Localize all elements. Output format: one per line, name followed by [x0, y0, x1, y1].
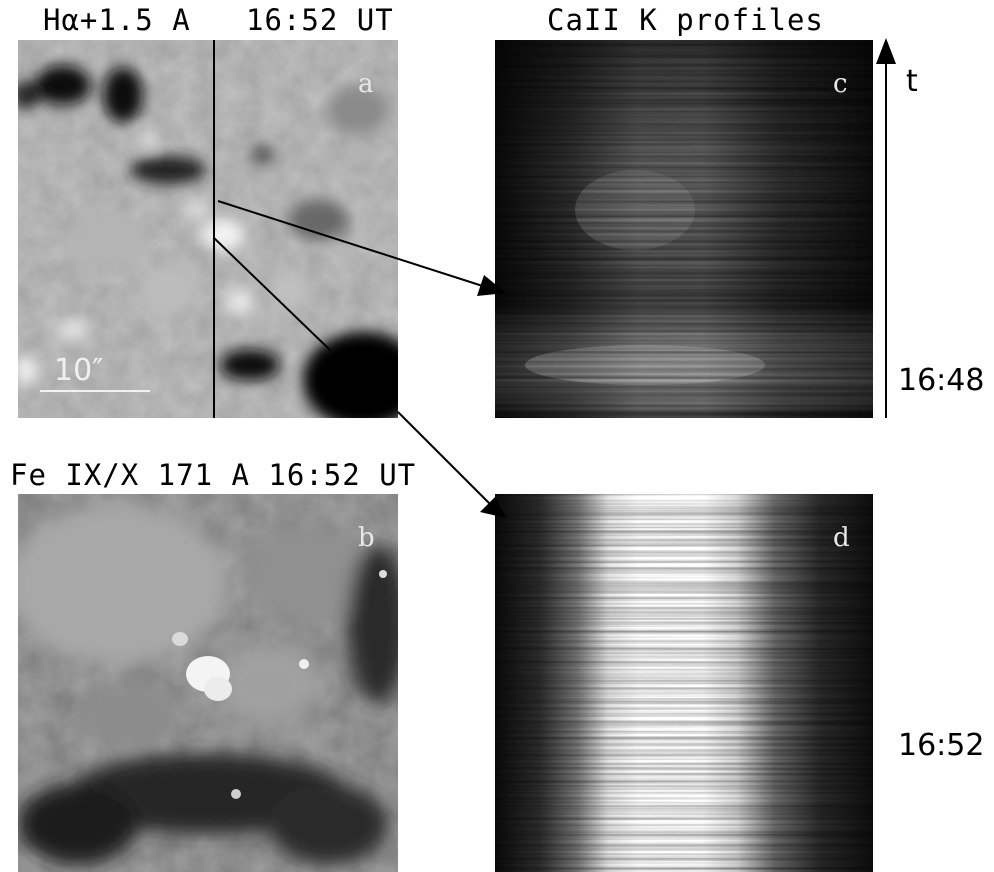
panel-c-label: c	[833, 69, 848, 99]
panel-d-label: d	[833, 523, 850, 553]
time-axis-arrow-icon	[876, 38, 896, 64]
time-axis-label: t	[906, 64, 918, 99]
feix-title: Fe IX/X 171 A 16:52 UT	[10, 458, 417, 492]
scale-bar-label: 10″	[54, 353, 104, 388]
panel-b-label: b	[358, 523, 375, 553]
panel-d-caii-profiles	[495, 494, 873, 872]
panel-c-caii-profiles	[495, 40, 873, 418]
time-end-label: 16:52	[898, 728, 985, 763]
panel-a-label: a	[358, 69, 374, 99]
halpha-title: Hα+1.5 A 16:52 UT	[43, 3, 394, 37]
time-start-label: 16:48	[898, 363, 985, 398]
panel-b-feix-image	[18, 494, 398, 872]
caii-title: CaII K profiles	[547, 3, 824, 37]
